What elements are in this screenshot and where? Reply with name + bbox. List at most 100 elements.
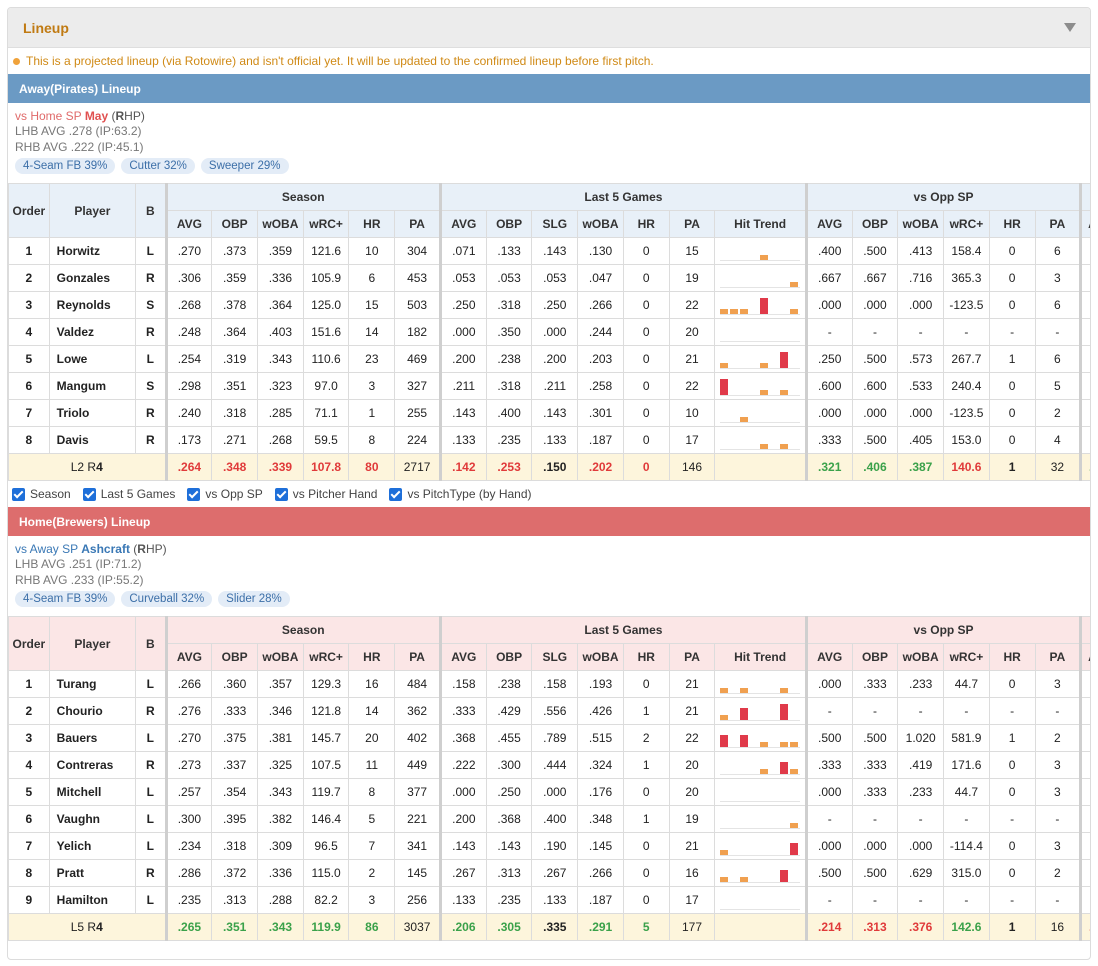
player-name-cell[interactable]: Pratt (48, 859, 137, 887)
table-row[interactable]: 1 Horwitz L .270.373.359 121.6 10 304.071.133.… (8, 237, 1090, 265)
table-row[interactable]: 4 Valdez R .248.364.403 151.6 14 182.000.350.0… (8, 318, 1090, 346)
last5-col-header[interactable]: OBP (485, 643, 533, 671)
table-row[interactable]: 4 Contreras R .273.337.325 107.5 11 449.222.30… (8, 751, 1090, 779)
last5-col-header[interactable]: SLG (531, 210, 579, 238)
checkbox-checked-icon[interactable] (12, 487, 25, 501)
extra-col-header[interactable]: AVG (1079, 210, 1090, 238)
away-sp-name[interactable]: May (84, 109, 109, 123)
table-row[interactable]: 2 Chourio R .276.333.346 121.8 14 362.333.429.… (8, 697, 1090, 725)
home-sp-name[interactable]: Ashcraft (81, 542, 130, 556)
opp-col-header[interactable]: wRC+ (943, 643, 990, 671)
trend-bar (720, 877, 729, 882)
panel-header[interactable]: Lineup (8, 8, 1090, 48)
player-name-cell[interactable]: Vaughn (48, 805, 137, 833)
last5-col-header[interactable]: AVG (438, 210, 487, 238)
toggle-last5[interactable]: Last 5 Games (82, 487, 175, 501)
bats-header[interactable]: B (135, 183, 167, 238)
player-name-cell[interactable]: Turang (48, 670, 137, 698)
player-name-cell[interactable]: Bauers (48, 724, 137, 752)
toggle-vs-pitcher-hand[interactable]: vs Pitcher Hand (274, 487, 377, 501)
player-name-cell[interactable]: Davis (48, 426, 137, 454)
player-name-cell[interactable]: Chourio (48, 697, 137, 725)
table-row[interactable]: 2 Gonzales R .306.359.336 105.9 6 453.053.053.… (8, 264, 1090, 292)
player-name-cell[interactable]: Hamilton (48, 886, 137, 914)
toggle-vs-opp-sp[interactable]: vs Opp SP (187, 487, 263, 501)
extra-col-header[interactable]: AVG (1079, 643, 1090, 671)
table-row[interactable]: 3 Reynolds S .268.378.364 125.0 15 503.250.318… (8, 291, 1090, 319)
last5-col-header[interactable]: OBP (485, 210, 533, 238)
last5-col-header[interactable]: HR (622, 643, 670, 671)
table-row[interactable]: 3 Bauers L .270.375.381 145.7 20 402.368.455.7… (8, 724, 1090, 752)
checkbox-checked-icon[interactable] (389, 487, 403, 501)
table-row[interactable]: 7 Triolo R .240.318.285 71.1 1 255.143.400.143… (8, 399, 1090, 427)
player-header[interactable]: Player (48, 616, 137, 671)
last5-col-header[interactable]: PA (668, 643, 716, 671)
table-row[interactable]: 9 Hamilton L .235.313.288 82.2 3 256.133.235.1… (8, 886, 1090, 914)
table-row[interactable]: 1 Turang L .266.360.357 129.3 16 484.158.238.1… (8, 670, 1090, 698)
order-cell: 5 (8, 778, 50, 806)
player-name-cell[interactable]: Lowe (48, 345, 137, 373)
checkbox-checked-icon[interactable] (187, 487, 201, 501)
opp-col-header[interactable]: PA (1034, 643, 1082, 671)
opp-col-header[interactable]: wRC+ (943, 210, 990, 238)
table-row[interactable]: 5 Mitchell L .257.354.343 119.7 8 377.000.250.… (8, 778, 1090, 806)
away-table-wrap[interactable]: Order Player B Season Last 5 Games vs Opp SP A… (8, 183, 1090, 481)
season-col-header[interactable]: PA (394, 210, 441, 238)
table-row[interactable]: 6 Vaughn L .300.395.382 146.4 5 221.200.368.40… (8, 805, 1090, 833)
player-name-cell[interactable]: Contreras (48, 751, 137, 779)
opp-col-header[interactable]: wOBA (897, 210, 945, 238)
season-col-header[interactable]: wOBA (257, 210, 304, 238)
table-row[interactable]: 6 Mangum S .298.351.323 97.0 3 327.211.318.211… (8, 372, 1090, 400)
checkbox-checked-icon[interactable] (82, 487, 96, 501)
last5-stat-cell: .211 (438, 372, 487, 400)
table-row[interactable]: 8 Davis R .173.271.268 59.5 8 224.133.235.133.… (8, 426, 1090, 454)
last5-col-header[interactable]: Hit Trend (714, 210, 807, 238)
season-col-header[interactable]: wRC+ (302, 210, 350, 238)
player-name-cell[interactable]: Yelich (48, 832, 137, 860)
opp-col-header[interactable]: OBP (851, 643, 899, 671)
player-name-cell[interactable]: Horwitz (48, 237, 137, 265)
order-header[interactable]: Order (8, 183, 50, 238)
player-name-cell[interactable]: Gonzales (48, 264, 137, 292)
season-col-header[interactable]: AVG (164, 643, 213, 671)
player-name-cell[interactable]: Triolo (48, 399, 137, 427)
season-col-header[interactable]: PA (394, 643, 441, 671)
season-col-header[interactable]: HR (348, 210, 396, 238)
player-name-cell[interactable]: Reynolds (48, 291, 137, 319)
last5-col-header[interactable]: AVG (438, 643, 487, 671)
bats-header[interactable]: B (135, 616, 167, 671)
table-row[interactable]: 7 Yelich L .234.318.309 96.5 7 341.143.143.190… (8, 832, 1090, 860)
season-col-header[interactable]: OBP (211, 643, 258, 671)
player-name-cell[interactable]: Mangum (48, 372, 137, 400)
home-table-wrap[interactable]: Order Player B Season Last 5 Games vs Opp SP A… (8, 616, 1090, 941)
season-col-header[interactable]: HR (348, 643, 396, 671)
last5-col-header[interactable]: HR (622, 210, 670, 238)
opp-col-header[interactable]: AVG (804, 643, 853, 671)
opp-col-header[interactable]: OBP (851, 210, 899, 238)
table-row[interactable]: 5 Lowe L .254.319.343 110.6 23 469.200.238.200… (8, 345, 1090, 373)
opp-col-header[interactable]: HR (988, 643, 1036, 671)
last5-col-header[interactable]: PA (668, 210, 716, 238)
away-lineup-title: Away(Pirates) Lineup (19, 81, 141, 96)
table-row[interactable]: 8 Pratt R .286.372.336 115.0 2 145.267.313.267… (8, 859, 1090, 887)
player-name-cell[interactable]: Mitchell (48, 778, 137, 806)
toggle-season[interactable]: Season (12, 487, 71, 501)
toggle-vs-pitchtype[interactable]: vs PitchType (by Hand) (389, 487, 532, 501)
last5-col-header[interactable]: wOBA (577, 643, 624, 671)
last5-col-header[interactable]: wOBA (577, 210, 624, 238)
player-header[interactable]: Player (48, 183, 137, 238)
last5-col-header[interactable]: Hit Trend (714, 643, 807, 671)
checkbox-checked-icon[interactable] (274, 487, 288, 501)
order-header[interactable]: Order (8, 616, 50, 671)
collapse-caret-icon[interactable] (1064, 23, 1076, 32)
opp-col-header[interactable]: PA (1034, 210, 1082, 238)
season-col-header[interactable]: wOBA (257, 643, 304, 671)
player-name-cell[interactable]: Valdez (48, 318, 137, 346)
last5-col-header[interactable]: SLG (531, 643, 579, 671)
season-col-header[interactable]: wRC+ (302, 643, 350, 671)
opp-col-header[interactable]: wOBA (897, 643, 945, 671)
season-col-header[interactable]: AVG (164, 210, 213, 238)
season-col-header[interactable]: OBP (211, 210, 258, 238)
opp-col-header[interactable]: HR (988, 210, 1036, 238)
opp-col-header[interactable]: AVG (804, 210, 853, 238)
